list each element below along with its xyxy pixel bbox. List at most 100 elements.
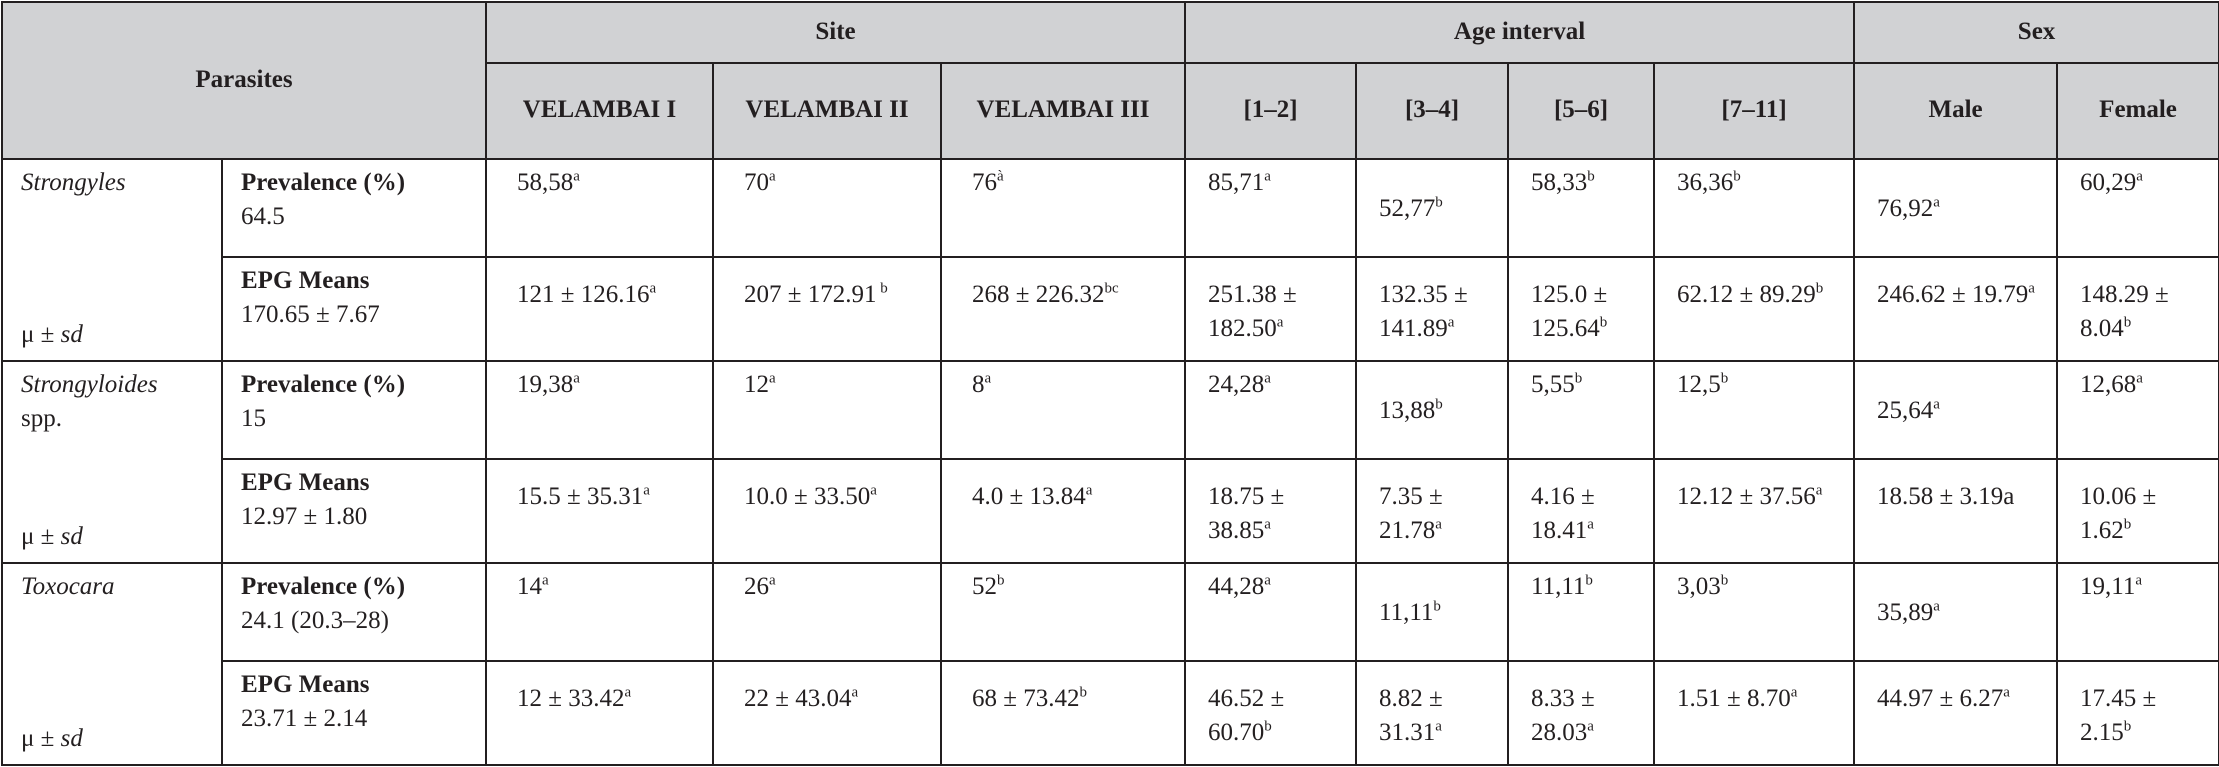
epg-significance-letter: a <box>649 280 657 297</box>
prev-significance-letter: a <box>1933 598 1940 615</box>
epg-value-cell: 148.29 ± 8.04b <box>2056 256 2219 362</box>
epg-significance-letter: a <box>1276 314 1284 331</box>
parasite-name: Strongyles <box>21 169 126 196</box>
mean-sd-sd: sd <box>60 725 83 752</box>
epg-significance-letter: a <box>624 684 632 701</box>
prev-value-cell: 19,38a <box>485 360 715 460</box>
epg-significance-letter: a <box>1435 516 1442 533</box>
epg-value: 8.33 ± 28.03 <box>1531 685 1595 746</box>
prev-value: 19,38 <box>517 371 574 398</box>
prev-value-cell: 52b <box>940 562 1187 662</box>
prevalence-label: Prevalence (%) <box>241 169 406 196</box>
parasite-name-cell: Strongyloides spp. μ ± sd <box>1 360 223 564</box>
epg-significance-letter: a <box>1447 314 1455 331</box>
table-row: Strongyles μ ± sd Prevalence (%) 64.5 58,58a… <box>1 158 2219 362</box>
epg-value-cell: 10.06 ± 1.62b <box>2056 458 2219 564</box>
epg-value: 8.82 ± 31.31 <box>1379 685 1443 746</box>
epg-value: 68 ± 73.42 <box>972 685 1080 712</box>
epg-significance-letter: a <box>1790 684 1798 701</box>
prev-value: 12 <box>744 371 770 398</box>
epg-significance-letter: b <box>1599 314 1608 331</box>
prev-significance-letter: a <box>2136 370 2143 387</box>
prev-value: 36,36 <box>1677 169 1734 196</box>
prev-value-cell: 8a <box>940 360 1187 460</box>
epg-label-cell: EPG Means 23.71 ± 2.14 <box>220 660 488 766</box>
prev-significance-letter: b <box>1435 396 1443 413</box>
prev-significance-letter: b <box>1585 572 1593 589</box>
epg-value-cell: 207 ± 172.91 b <box>712 256 943 362</box>
epg-value: 268 ± 226.32 <box>972 281 1105 308</box>
prev-value-cell: 25,64a <box>1853 360 2059 460</box>
mean-sd-label: μ ± sd <box>21 722 83 756</box>
epg-pooled: 170.65 ± 7.67 <box>241 301 380 328</box>
prev-value: 58,33 <box>1531 169 1588 196</box>
prev-value-cell: 14a <box>485 562 715 662</box>
epg-value: 7.35 ± 21.78 <box>1379 483 1443 544</box>
header-sex-female: Female <box>2056 62 2219 160</box>
prev-value-cell: 36,36b <box>1653 158 1856 258</box>
epg-significance-letter: a <box>1587 718 1594 735</box>
epg-value-cell: 246.62 ± 19.79a <box>1853 256 2059 362</box>
prevalence-label: Prevalence (%) <box>241 371 406 398</box>
prev-value: 60,29 <box>2080 169 2137 196</box>
prev-value-cell: 58,33b <box>1507 158 1656 258</box>
prev-value-cell: 70a <box>712 158 943 258</box>
prev-value-cell: 76à <box>940 158 1187 258</box>
prev-significance-letter: b <box>1587 168 1595 185</box>
mean-sd-sd: sd <box>60 321 83 348</box>
prev-value: 12,5 <box>1677 371 1721 398</box>
epg-value: 17.45 ± 2.15 <box>2080 685 2157 746</box>
epg-value: 44.97 ± 6.27 <box>1877 685 2004 712</box>
epg-value-cell: 12 ± 33.42a <box>485 660 715 766</box>
prev-value: 5,55 <box>1531 371 1575 398</box>
epg-significance-letter: b <box>876 280 888 297</box>
prev-value: 76,92 <box>1877 195 1934 222</box>
epg-value: 18.75 ± 38.85 <box>1208 483 1285 544</box>
epg-value-cell: 22 ± 43.04a <box>712 660 943 766</box>
epg-significance-letter: b <box>2123 718 2132 735</box>
prev-value: 52,77 <box>1379 195 1436 222</box>
epg-value: 10.06 ± 1.62 <box>2080 483 2157 544</box>
epg-value: 148.29 ± 8.04 <box>2080 281 2169 342</box>
epg-value: 246.62 ± 19.79 <box>1877 281 2029 308</box>
prev-value: 19,11 <box>2080 573 2136 600</box>
epg-value: 12.12 ± 37.56 <box>1677 483 1816 510</box>
parasite-name: Toxocara <box>21 573 115 600</box>
epg-value-cell: 8.82 ± 31.31a <box>1355 660 1510 766</box>
epg-value-cell: 12.12 ± 37.56a <box>1653 458 1856 564</box>
parasite-name: Strongyloides <box>21 371 158 398</box>
prev-value-cell: 58,58a <box>485 158 715 258</box>
prev-value-cell: 44,28a <box>1184 562 1358 662</box>
epg-significance-letter: a <box>1435 718 1442 735</box>
mean-sd-mu: μ ± <box>21 523 55 550</box>
epg-value: 125.0 ± 125.64 <box>1531 281 1608 342</box>
prev-value: 11,11 <box>1379 599 1434 626</box>
prev-value-cell: 35,89a <box>1853 562 2059 662</box>
mean-sd-label: μ ± sd <box>21 520 83 554</box>
prev-value: 76 <box>972 169 998 196</box>
prev-value-cell: 60,29a <box>2056 158 2219 258</box>
prev-value-cell: 12,68a <box>2056 360 2219 460</box>
epg-value: 4.16 ± 18.41 <box>1531 483 1595 544</box>
header-site-2: VELAMBAI II <box>712 62 943 160</box>
prev-value: 70 <box>744 169 770 196</box>
prev-value: 52 <box>972 573 998 600</box>
prev-significance-letter: a <box>984 370 992 387</box>
prev-value: 3,03 <box>1677 573 1721 600</box>
parasite-name-cell: Toxocara μ ± sd <box>1 562 223 766</box>
prev-significance-letter: b <box>1574 370 1583 387</box>
prevalence-label-cell: Prevalence (%) 15 <box>220 360 488 460</box>
epg-value: 207 ± 172.91 <box>744 281 877 308</box>
epg-value-cell: 4.16 ± 18.41a <box>1507 458 1656 564</box>
prev-value-cell: 13,88b <box>1355 360 1510 460</box>
epg-significance-letter: b <box>2123 314 2132 331</box>
epg-value-cell: 18.75 ± 38.85a <box>1184 458 1358 564</box>
prevalence-label-cell: Prevalence (%) 24.1 (20.3–28) <box>220 562 488 662</box>
epg-significance-letter: a <box>1815 482 1823 499</box>
prev-value: 14 <box>517 573 543 600</box>
epg-significance-letter: a <box>2003 684 2010 701</box>
mean-sd-mu: μ ± <box>21 725 55 752</box>
parasite-name-suffix: spp. <box>21 405 62 432</box>
epg-value-cell: 46.52 ± 60.70b <box>1184 660 1358 766</box>
prevalence-pooled: 15 <box>241 405 266 432</box>
